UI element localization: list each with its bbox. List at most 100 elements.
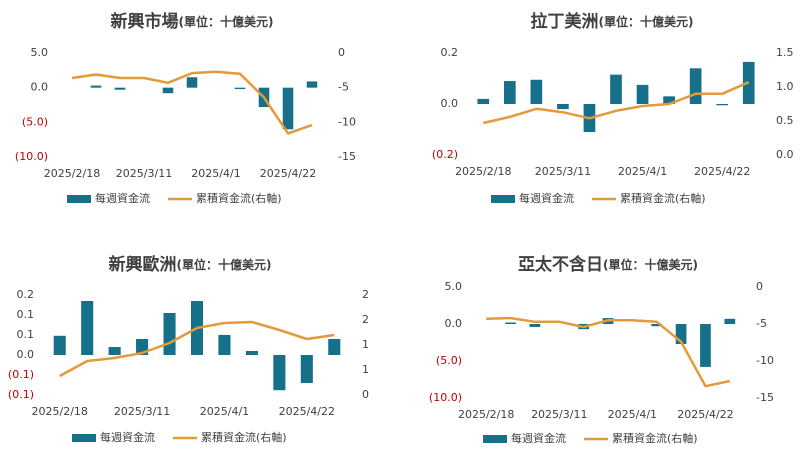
bar [328,339,341,355]
y2-tick-label: 0 [362,388,369,401]
chart-title: 拉丁美洲(單位：十億美元) [531,11,694,32]
line [483,81,750,125]
bar [273,355,286,391]
x-tick-label: 2025/3/11 [531,408,587,421]
bar [505,322,516,324]
x-tick-label: 2025/3/11 [535,165,591,178]
bar [245,351,258,355]
y2-tick-label: -15 [756,391,774,404]
bar [503,81,516,104]
bar [306,81,318,88]
legend-label: 每週資金流 [511,431,566,445]
y-tick-label: 0.2 [17,288,35,301]
title-unit: (單位：十億美元) [179,14,274,29]
x-tick-label: 2025/2/18 [455,165,511,178]
bar [234,87,246,90]
x-tick-label: 2025/4/1 [200,405,249,418]
y-tick-label: 5.0 [445,280,463,293]
y-tick-label: (5.0) [22,115,48,128]
y2-tick-label: 1.0 [776,80,794,93]
bar [529,324,541,327]
title-unit: (單位：十億美元) [599,14,694,29]
bar [114,87,126,90]
title-unit: (單位：十億美元) [603,257,698,272]
bar [186,77,198,88]
line [486,316,731,388]
x-tick-label: 2025/4/22 [260,167,316,180]
y-tick-label: 5.0 [31,46,49,59]
y2-tick-label: -5 [338,81,349,94]
y2-tick-label: 1 [362,338,369,351]
bar [282,87,294,130]
y2-tick-label: 1.5 [776,46,794,59]
x-tick-label: 2025/4/1 [618,165,667,178]
y2-tick-label: -5 [756,317,767,330]
title-unit: (單位：十億美元) [177,257,272,272]
bar [651,324,663,327]
bar [300,355,313,383]
x-tick-label: 2025/4/1 [191,167,240,180]
legend-label: 累積資金流(右軸) [196,191,282,205]
y2-tick-label: -10 [756,354,774,367]
y-tick-label: 0.0 [17,348,35,361]
y-tick-label: (0.1) [8,368,34,381]
y-tick-label: 0.0 [31,81,49,94]
y2-tick-label: 0 [756,280,763,293]
legend-label: 累積資金流(右軸) [620,191,706,205]
chart-panel: 亞太不含日(單位：十億美元) 5.0 0.0 (5.0) (10.0) 0 -5 -10 -15… [429,254,774,445]
y2-tick-label: -15 [338,150,356,163]
legend-label: 累積資金流(右軸) [612,431,698,445]
bar [81,301,94,355]
y2-tick-label: 0 [338,46,345,59]
line [71,70,313,135]
y-tick-label: 0.0 [445,317,463,330]
y2-tick-label: 0.5 [776,114,794,127]
legend-label: 每週資金流 [100,430,155,444]
x-tick-label: 2025/2/18 [458,408,514,421]
legend-swatch [72,434,96,442]
bar [700,324,711,367]
legend-swatch [491,195,515,203]
x-tick-label: 2025/2/18 [44,167,100,180]
title-main: 新興市場 [111,11,179,32]
x-tick-label: 2025/4/22 [694,165,750,178]
bar [530,79,543,104]
y-tick-label: 0.1 [17,328,35,341]
y-tick-label: 0.1 [17,308,35,321]
legend-label: 累積資金流(右軸) [201,430,287,444]
legend-label: 每週資金流 [519,191,574,205]
chart-title: 亞太不含日(單位：十億美元) [518,254,698,275]
bar [162,87,174,94]
legend-label: 每週資金流 [95,191,150,205]
bar [663,96,675,104]
x-tick-label: 2025/4/22 [279,405,335,418]
bar [90,85,102,88]
y-tick-label: (5.0) [436,354,462,367]
bar [689,68,702,104]
x-tick-label: 2025/4/1 [608,408,657,421]
bar [477,98,490,104]
y-tick-label: (0.2) [432,148,458,161]
x-tick-label: 2025/2/18 [32,405,88,418]
bar [53,335,66,355]
y-tick-label: (0.1) [8,388,34,401]
x-tick-label: 2025/3/11 [114,405,170,418]
bar [610,74,622,104]
y2-tick-label: 2 [362,313,369,326]
legend-swatch [67,195,91,203]
x-tick-label: 2025/4/22 [677,408,733,421]
title-main: 新興歐洲 [109,254,177,275]
chart-panel: 新興市場(單位：十億美元) 5.0 0.0 (5.0) (10.0) 0 -5 -10 -15 2… [15,11,356,205]
y-tick-label: 0.2 [441,46,459,59]
y2-tick-label: 1 [362,363,369,376]
y2-tick-label: -10 [338,115,356,128]
y2-tick-label: 0.0 [776,148,794,161]
bar [724,318,736,324]
bar [218,335,231,355]
y-tick-label: (10.0) [15,150,48,163]
bar [163,313,176,355]
y-tick-label: 0.0 [441,97,459,110]
line [59,320,335,378]
bar [636,84,649,104]
